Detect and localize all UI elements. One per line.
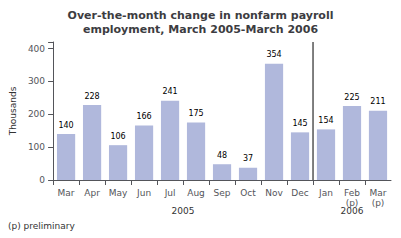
svg-text:106: 106 [110, 132, 125, 141]
svg-text:(p): (p) [346, 198, 359, 208]
svg-text:Jan: Jan [318, 188, 333, 198]
svg-text:225: 225 [344, 93, 359, 102]
svg-text:Apr: Apr [84, 188, 100, 198]
svg-text:211: 211 [370, 97, 385, 106]
svg-text:(p): (p) [372, 198, 385, 208]
svg-text:Feb: Feb [344, 188, 360, 198]
svg-text:241: 241 [162, 87, 177, 96]
svg-text:354: 354 [266, 50, 281, 59]
svg-text:37: 37 [243, 154, 253, 163]
svg-text:0: 0 [39, 175, 45, 185]
svg-text:140: 140 [58, 121, 73, 130]
svg-text:400: 400 [28, 44, 45, 54]
svg-text:166: 166 [136, 112, 151, 121]
svg-text:Aug: Aug [187, 188, 205, 198]
svg-text:employment, March 2005-March 2: employment, March 2005-March 2006 [83, 23, 318, 36]
svg-text:2005: 2005 [172, 206, 195, 216]
svg-text:Over-the-month change in nonfa: Over-the-month change in nonfarm payroll [68, 9, 334, 22]
svg-text:228: 228 [84, 92, 99, 101]
svg-text:Jul: Jul [164, 188, 176, 198]
svg-text:Mar: Mar [370, 188, 387, 198]
svg-text:Dec: Dec [291, 188, 308, 198]
svg-text:Thousands: Thousands [8, 86, 18, 136]
svg-text:2006: 2006 [340, 205, 364, 216]
svg-text:175: 175 [188, 109, 203, 118]
svg-text:154: 154 [318, 116, 333, 125]
svg-text:Nov: Nov [265, 188, 283, 198]
svg-text:Oct: Oct [240, 188, 256, 198]
svg-text:200: 200 [28, 109, 45, 119]
svg-text:Mar: Mar [58, 188, 75, 198]
svg-text:(p) preliminary: (p) preliminary [8, 221, 76, 231]
svg-text:Jun: Jun [136, 188, 151, 198]
svg-text:May: May [109, 188, 128, 198]
svg-text:Sep: Sep [214, 188, 231, 198]
svg-text:48: 48 [217, 151, 227, 160]
svg-text:145: 145 [292, 119, 307, 128]
svg-text:100: 100 [28, 142, 45, 152]
svg-text:300: 300 [28, 76, 45, 86]
